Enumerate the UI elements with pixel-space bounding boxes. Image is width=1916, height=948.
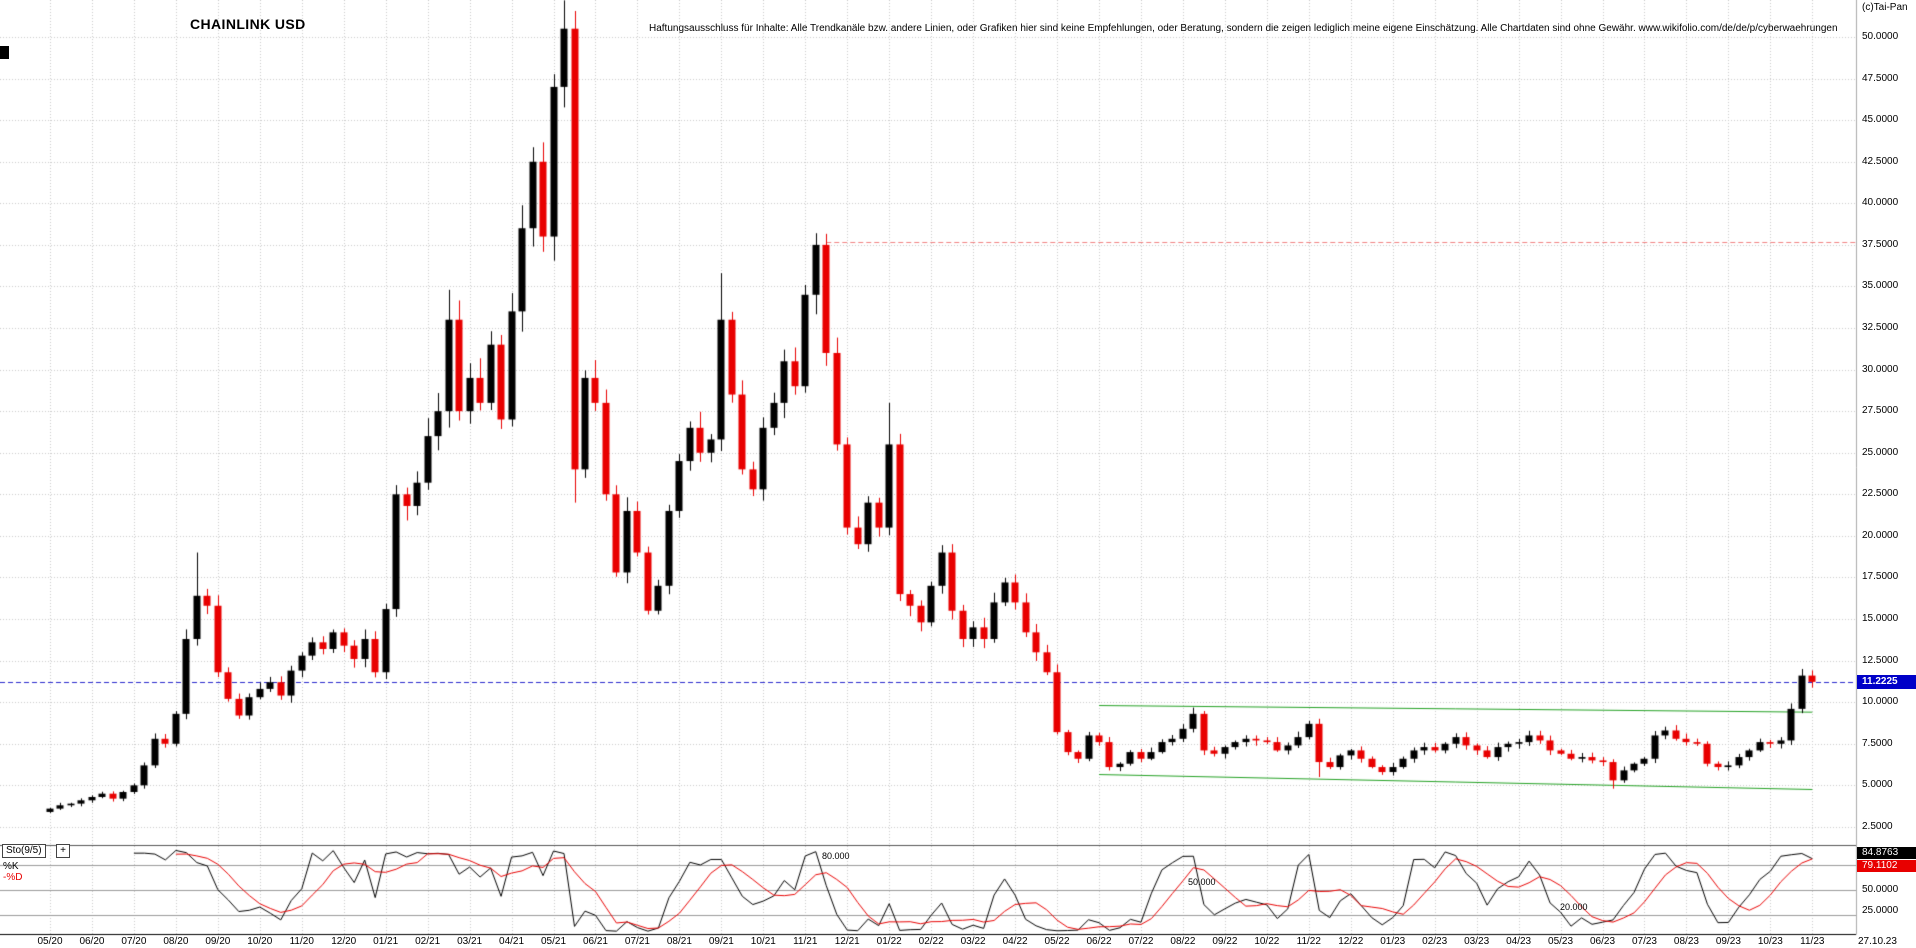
x-tick-label: 01/21: [373, 936, 399, 947]
y-tick-label: 7.5000: [1862, 737, 1893, 749]
stochastic-level-50-label: 50.000: [1188, 877, 1216, 887]
x-tick-label: 02/22: [918, 936, 944, 947]
x-tick-label: 03/23: [1464, 936, 1490, 947]
price-axis: 50.0000 47.5000 45.0000 42.5000 40.0000 37.50…: [1862, 0, 1916, 948]
y-tick-label: 35.0000: [1862, 280, 1899, 292]
x-tick-label: 06/22: [1086, 936, 1112, 947]
stochastic-scale-50-label: 50.0000: [1862, 884, 1899, 895]
y-tick-label: 20.0000: [1862, 529, 1899, 541]
x-tick-label: 03/22: [960, 936, 986, 947]
x-tick-label: 11/23: [1800, 936, 1825, 947]
x-tick-label: 10/22: [1254, 936, 1280, 947]
x-tick-label: 04/21: [499, 936, 525, 947]
y-tick-label: 25.0000: [1862, 446, 1899, 458]
copyright-label: (c)Tai-Pan: [1862, 2, 1908, 13]
x-tick-label: 07/22: [1128, 936, 1154, 947]
disclaimer-text: Haftungsausschluss für Inhalte: Alle Tre…: [649, 23, 1838, 34]
x-tick-label: 08/21: [666, 936, 692, 947]
x-tick-label: 06/20: [79, 936, 105, 947]
x-tick-label: 05/23: [1548, 936, 1574, 947]
x-tick-label: 09/20: [205, 936, 231, 947]
y-tick-label: 5.0000: [1862, 779, 1893, 791]
stochastic-scale-25-label: 25.0000: [1862, 905, 1899, 916]
x-tick-label: 10/23: [1757, 936, 1783, 947]
x-tick-label: 03/21: [457, 936, 483, 947]
y-tick-label: 27.5000: [1862, 405, 1899, 417]
x-tick-label: 06/23: [1590, 936, 1616, 947]
y-tick-label: 22.5000: [1862, 488, 1899, 500]
y-tick-label: 40.0000: [1862, 197, 1899, 209]
x-tick-label: 10/21: [750, 936, 776, 947]
x-tick-label: 01/22: [876, 936, 902, 947]
y-tick-label: 45.0000: [1862, 114, 1899, 126]
y-tick-label: 17.5000: [1862, 571, 1899, 583]
x-tick-label: 12/21: [834, 936, 860, 947]
x-tick-label: 11/20: [289, 936, 314, 947]
x-tick-label: 10/20: [247, 936, 273, 947]
add-indicator-button[interactable]: +: [56, 844, 70, 858]
indicator-settings-button[interactable]: Sto(9/5): [2, 844, 46, 858]
stochastic-level-80-label: 80.000: [822, 851, 850, 861]
x-tick-label: 02/23: [1422, 936, 1448, 947]
x-tick-label: 09/21: [708, 936, 734, 947]
y-tick-label: 30.0000: [1862, 363, 1899, 375]
stochastic-k-label: %K: [3, 861, 19, 872]
y-tick-label: 32.5000: [1862, 322, 1899, 334]
current-price-badge: 11.2225: [1857, 675, 1916, 689]
stochastic-d-label: -%D: [3, 872, 23, 883]
x-tick-label: 08/23: [1673, 936, 1699, 947]
x-tick-label: 04/22: [1002, 936, 1028, 947]
x-tick-label: 09/23: [1715, 936, 1741, 947]
y-tick-label: 42.5000: [1862, 155, 1899, 167]
y-tick-label: 12.5000: [1862, 654, 1899, 666]
chart-title: CHAINLINK USD: [190, 16, 306, 32]
y-tick-label: 10.0000: [1862, 696, 1899, 708]
last-date-label: 27.10.23: [1858, 936, 1897, 947]
x-tick-label: 02/21: [415, 936, 441, 947]
y-tick-label: 15.0000: [1862, 613, 1899, 625]
x-tick-label: 07/21: [624, 936, 650, 947]
x-tick-label: 08/20: [163, 936, 189, 947]
x-tick-label: 11/21: [793, 936, 818, 947]
x-tick-label: 05/22: [1044, 936, 1070, 947]
stochastic-level-20-label: 20.000: [1560, 902, 1588, 912]
stochastic-d-value-badge: 79.1102: [1857, 860, 1916, 872]
x-tick-label: 05/20: [37, 936, 63, 947]
x-tick-label: 06/21: [582, 936, 608, 947]
x-tick-label: 04/23: [1506, 936, 1532, 947]
y-tick-label: 47.5000: [1862, 72, 1899, 84]
y-tick-label: 2.5000: [1862, 820, 1893, 832]
stochastic-k-value-badge: 84.8763: [1857, 847, 1916, 859]
x-tick-label: 11/22: [1296, 936, 1321, 947]
x-tick-label: 07/23: [1631, 936, 1657, 947]
left-edge-marker[interactable]: [0, 46, 9, 59]
y-tick-label: 37.5000: [1862, 238, 1899, 250]
x-tick-label: 12/20: [331, 936, 357, 947]
time-axis: 05/20 06/20 07/20 08/20 09/20 10/20 11/20 12/20…: [0, 936, 1860, 948]
x-tick-label: 01/23: [1380, 936, 1406, 947]
x-tick-label: 08/22: [1170, 936, 1196, 947]
x-tick-label: 09/22: [1212, 936, 1238, 947]
x-tick-label: 05/21: [541, 936, 567, 947]
x-tick-label: 12/22: [1338, 936, 1364, 947]
x-tick-label: 07/20: [121, 936, 147, 947]
y-tick-label: 50.0000: [1862, 31, 1899, 42]
